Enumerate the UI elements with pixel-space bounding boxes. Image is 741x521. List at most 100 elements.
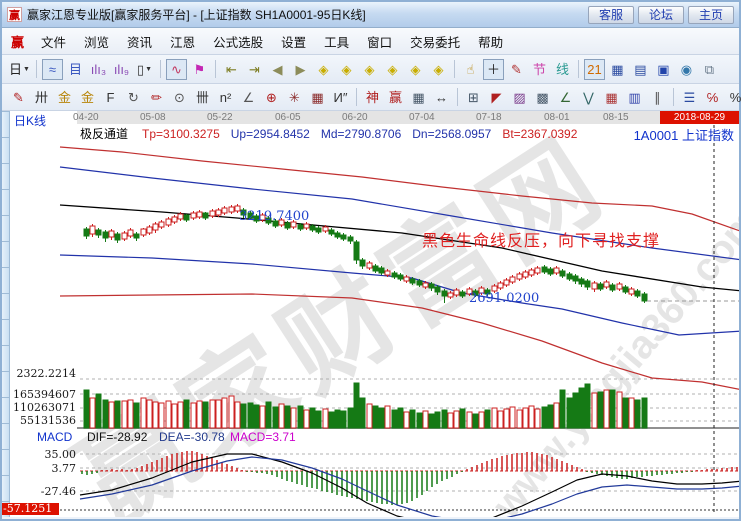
- last-screen-icon[interactable]: ⇥: [249, 61, 260, 77]
- menu-file[interactable]: 文件: [41, 35, 67, 50]
- colorful-flag-icon[interactable]: ⚑: [193, 61, 206, 77]
- percent-icon[interactable]: %: [729, 89, 741, 105]
- blue-grid-icon[interactable]: ▥: [628, 89, 641, 105]
- service-button[interactable]: 客服: [588, 5, 634, 24]
- compress-left-diamond-icon[interactable]: ◈: [364, 61, 375, 77]
- expand-diamond-icon[interactable]: ◈: [410, 61, 421, 77]
- zigzag-v-icon[interactable]: ⋁: [583, 89, 594, 105]
- period-day-dropdown[interactable]: 日 ▼: [9, 61, 30, 77]
- volume-bar: [528, 405, 535, 429]
- volume-bar: [152, 401, 159, 429]
- f-fence-icon[interactable]: F: [106, 89, 115, 105]
- channel-bt-line: [59, 293, 739, 390]
- zoom-in-diamond-icon[interactable]: ◈: [341, 61, 352, 77]
- node-tool-icon[interactable]: 节: [532, 61, 546, 77]
- remote-computer-icon[interactable]: ⧉: [704, 61, 715, 77]
- volume-bar: [140, 397, 147, 429]
- volume-bar: [516, 409, 523, 429]
- hand-drag-icon[interactable]: ☝: [466, 61, 475, 77]
- menu-trade-entrust[interactable]: 交易委托: [410, 35, 461, 50]
- percent-line-icon[interactable]: ℅: [706, 89, 719, 105]
- trend-pattern-icon[interactable]: ≈: [41, 58, 63, 80]
- volume-axis-label: 110263071: [13, 401, 76, 414]
- candle-body: [378, 267, 385, 274]
- calendar-21-icon[interactable]: 21: [583, 58, 605, 80]
- zoom-out-diamond-icon[interactable]: ◈: [318, 61, 329, 77]
- square-web-icon[interactable]: ▦: [311, 89, 324, 105]
- measure-h-icon[interactable]: И″: [333, 89, 348, 105]
- rect-frame-icon[interactable]: ⊞: [468, 89, 479, 105]
- splitter-strip[interactable]: [2, 111, 10, 517]
- gold-grid-icon[interactable]: 金: [57, 89, 71, 105]
- first-screen-icon[interactable]: ⇤: [226, 61, 237, 77]
- menu-help[interactable]: 帮助: [478, 35, 504, 50]
- menu-news[interactable]: 资讯: [127, 35, 153, 50]
- candle-body: [133, 233, 140, 239]
- stats-panel-icon[interactable]: ☰: [683, 89, 696, 105]
- date-axis-label: 08-01: [544, 112, 570, 123]
- spiderweb-icon[interactable]: ✳: [289, 89, 300, 105]
- red-grid-icon[interactable]: ▦: [605, 89, 618, 105]
- fit-diamond-icon[interactable]: ◈: [433, 61, 444, 77]
- candle-body: [372, 265, 379, 272]
- volume-bar: [272, 406, 279, 429]
- compress-right-diamond-icon[interactable]: ◈: [387, 61, 398, 77]
- date-axis-label: 07-18: [476, 112, 502, 123]
- red-marker-icon[interactable]: ✏: [151, 89, 162, 105]
- line-tool-icon[interactable]: 线: [555, 61, 569, 77]
- menu-browse[interactable]: 浏览: [84, 35, 110, 50]
- menu-settings[interactable]: 设置: [281, 35, 307, 50]
- gann-target-icon[interactable]: ⊕: [266, 89, 277, 105]
- menu-gann[interactable]: 江恩: [170, 35, 196, 50]
- volume-bar: [366, 403, 373, 429]
- calculator-icon[interactable]: ▦: [611, 61, 624, 77]
- candle-type-dropdown[interactable]: ▯ ▼: [136, 61, 152, 77]
- minute-3-bars-icon[interactable]: ılı₃: [90, 61, 107, 77]
- brush-tool-icon[interactable]: ✎: [13, 89, 24, 105]
- gold-grid2-icon[interactable]: 金: [80, 89, 94, 105]
- ying-tool-icon[interactable]: 赢: [388, 89, 402, 105]
- n-squared-icon[interactable]: n²: [219, 89, 232, 105]
- network-globe-icon[interactable]: ◉: [680, 61, 693, 77]
- angle-rule-icon[interactable]: ∠: [242, 89, 255, 105]
- scroll-right-icon[interactable]: ▶: [295, 61, 306, 77]
- width-measure-icon[interactable]: ↔: [435, 89, 448, 105]
- candle-body: [534, 267, 541, 274]
- chart-canvas[interactable]: [2, 111, 739, 517]
- low-price-tag: 2691.0200: [469, 291, 540, 306]
- fan-lines-icon[interactable]: ◤: [491, 89, 502, 105]
- trend-angles-icon[interactable]: ∠: [559, 89, 572, 105]
- volume-bar: [146, 399, 153, 429]
- home-button[interactable]: 主页: [688, 5, 734, 24]
- crosshair-icon[interactable]: ＋: [482, 58, 504, 80]
- menu-window[interactable]: 窗口: [367, 35, 393, 50]
- candle-body: [634, 290, 641, 297]
- macd-axis-label: 3.77: [51, 462, 77, 475]
- channel-lines-icon[interactable]: ∥: [654, 89, 661, 105]
- minute-9-bars-icon[interactable]: ılı₉: [113, 61, 130, 77]
- volume-bar: [265, 401, 272, 429]
- cycle-fence-icon[interactable]: ↻: [128, 89, 139, 105]
- volume-bar: [391, 409, 398, 429]
- menu-formula-stock-pick[interactable]: 公式选股: [213, 35, 264, 50]
- dif-value-label: DIF=-28.92: [87, 430, 148, 444]
- candle-body: [347, 236, 354, 242]
- gann-box-icon[interactable]: ▨: [513, 89, 526, 105]
- annotate-pen-icon[interactable]: ✎: [511, 61, 522, 77]
- indicator-values: Tp=3100.3275 Up=2954.8452 Md=2790.8706 Dn=2…: [142, 127, 588, 141]
- notes-icon[interactable]: ▤: [634, 61, 647, 77]
- forum-button[interactable]: 论坛: [638, 5, 684, 24]
- shen-tool-icon[interactable]: 神: [365, 89, 379, 105]
- candle-body: [447, 292, 454, 298]
- scroll-left-icon[interactable]: ◀: [272, 61, 283, 77]
- gann-fence-icon[interactable]: 卅: [34, 89, 48, 105]
- menu-tools[interactable]: 工具: [324, 35, 350, 50]
- bars-fence-icon[interactable]: 卌: [195, 89, 209, 105]
- f10-info-icon[interactable]: 目: [68, 61, 82, 77]
- save-icon[interactable]: ▣: [657, 61, 670, 77]
- grid-box-icon[interactable]: ▦: [412, 89, 425, 105]
- gann-square-icon[interactable]: ▩: [536, 89, 549, 105]
- indicator-value: Up=2954.8452: [230, 127, 310, 141]
- time-cycle-icon[interactable]: ⊙: [174, 89, 185, 105]
- zigzag-tool-icon[interactable]: ∿: [165, 58, 187, 80]
